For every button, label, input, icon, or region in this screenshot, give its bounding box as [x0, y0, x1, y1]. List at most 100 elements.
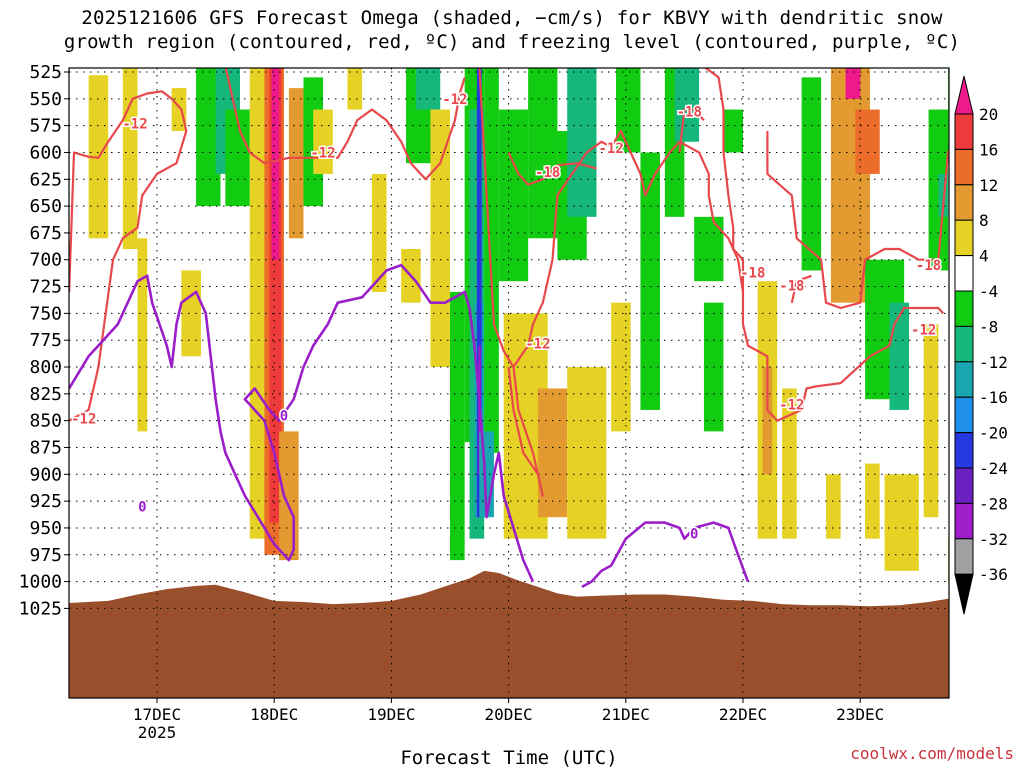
y-tick-label: 875: [29, 437, 62, 458]
omega-shade-region: [782, 388, 797, 539]
omega-shade-region: [855, 109, 880, 174]
y-tick-label: 725: [29, 277, 62, 298]
colorbar-tick-label: -32: [979, 530, 1008, 549]
y-tick-label: 850: [29, 411, 62, 432]
colorbar-tick-label: -20: [979, 424, 1008, 443]
colorbar-bin: [954, 113, 974, 150]
colorbar-bin: [954, 538, 974, 575]
omega-shade-region: [845, 68, 861, 99]
x-tick-label: 17DEC: [133, 705, 181, 724]
dgz-contour-line: [507, 366, 544, 497]
omega-shade-region: [415, 68, 441, 110]
y-tick-label: 950: [29, 518, 62, 539]
colorbar-top-arrow: [954, 75, 974, 115]
omega-shade-region: [674, 68, 700, 142]
omega-shade-region: [484, 68, 499, 453]
omega-shade-region: [271, 68, 280, 260]
omega-shade-region: [498, 109, 529, 282]
omega-shade-region: [313, 109, 333, 174]
omega-shade-region: [723, 109, 743, 153]
dgz-contour-label: -18: [535, 165, 560, 181]
omega-shade-region: [528, 68, 558, 239]
colorbar-tick-label: -36: [979, 565, 1008, 584]
x-tick-label: 23DEC: [836, 705, 884, 724]
colorbar-tick-label: 8: [979, 211, 989, 230]
terrain-layer: [69, 570, 949, 698]
colorbar-bin: [954, 184, 974, 221]
gridlines: [69, 68, 949, 698]
y-tick-label: 600: [29, 142, 62, 163]
colorbar-bin: [954, 432, 974, 469]
dgz-contour-label: -18: [916, 258, 941, 274]
colorbar-tick-label: 4: [979, 247, 989, 266]
y-tick-label: 525: [29, 62, 62, 83]
dgz-contour-line: [507, 152, 597, 186]
y-tick-label: 625: [29, 169, 62, 190]
dgz-contour-label: -12: [779, 398, 804, 414]
colorbar-bin: [954, 325, 974, 363]
colorbar-bin: [954, 502, 974, 540]
y-tick-label: 550: [29, 89, 62, 110]
dgz-contour-line: [678, 108, 705, 153]
y-tick-label: 575: [29, 116, 62, 137]
x-axis-label: Forecast Time (UTC): [400, 747, 617, 768]
omega-shade-region: [640, 152, 660, 410]
colorbar-tick-label: -24: [979, 459, 1008, 478]
colorbar-bin: [954, 396, 974, 434]
dgz-contour-line: [478, 68, 745, 369]
colorbar: 20 16 12 8 4 -4 -8 -12 -16 -20 -24 -28 -32 -36: [954, 75, 1008, 615]
colorbar-tick-label: -8: [979, 317, 998, 336]
omega-shade-region: [181, 270, 201, 357]
colorbar-tick-label: -16: [979, 388, 1008, 407]
omega-shade-region: [826, 474, 841, 539]
omega-shade-region: [801, 77, 822, 271]
freezing-contour-line: [69, 263, 535, 583]
colorbar-tick-label: -4: [979, 282, 998, 301]
y-tick-label: 700: [29, 250, 62, 271]
dgz-contour-line: [766, 131, 949, 310]
y-tick-label: 675: [29, 223, 62, 244]
dgz-contour-line: [790, 274, 812, 303]
x-tick-sublabel: 2025: [138, 723, 177, 742]
dgz-contour-label: -12: [71, 412, 96, 428]
omega-shade-region: [537, 388, 568, 518]
freezing-contour-line: [581, 521, 750, 589]
x-tick-label: 22DEC: [719, 705, 767, 724]
dgz-contours: [69, 68, 949, 497]
colorbar-bin: [954, 148, 974, 186]
omega-shade-region: [347, 68, 363, 110]
x-tick-label: 20DEC: [485, 705, 533, 724]
y-axis: 525 550 575 600 625 650 675 700 725 750 775 800 825 8…: [19, 62, 69, 619]
dgz-contour-label: -18: [677, 105, 702, 121]
chart-title: 2025121606 GFS Forecast Omega (shaded, −…: [0, 6, 1024, 54]
y-tick-label: 1025: [19, 598, 62, 619]
omega-shade-region: [762, 367, 773, 475]
dgz-contour-line: [224, 68, 466, 181]
dgz-contour-label: -18: [740, 266, 765, 282]
freezing-contour-label: 0: [690, 526, 698, 542]
colorbar-bottom-arrow: [954, 573, 974, 615]
colorbar-tick-label: 16: [979, 140, 998, 159]
colorbar-bin: [954, 255, 974, 292]
terrain-fill: [69, 570, 949, 698]
chart-title-line-1: 2025121606 GFS Forecast Omega (shaded, −…: [81, 7, 943, 29]
omega-shading-layer: [88, 68, 949, 582]
contour-labels: -12 -12 -12 -12 -12 -12 -18 -12 -12 -18 -18 -18 -18 0…: [70, 90, 943, 543]
chart-title-line-2: growth region (contoured, red, ºC) and f…: [63, 31, 961, 53]
omega-shade-region: [288, 88, 304, 239]
y-tick-label: 1000: [19, 572, 62, 593]
dgz-contour-label: -12: [525, 336, 550, 352]
credit-text: coolwx.com/models: [850, 744, 1014, 763]
dgz-contour-label: -12: [122, 116, 147, 132]
colorbar-bin: [954, 290, 974, 327]
omega-shade-region: [476, 68, 482, 518]
dgz-contour-label: -12: [442, 92, 467, 108]
dgz-contour-label: -12: [911, 322, 936, 338]
colorbar-tick-label: 12: [979, 176, 998, 195]
dgz-contour-label: -12: [599, 141, 624, 157]
dgz-contour-label: -18: [779, 278, 804, 294]
dgz-contour-line: [69, 90, 188, 422]
freezing-contour-label: 0: [138, 499, 146, 515]
